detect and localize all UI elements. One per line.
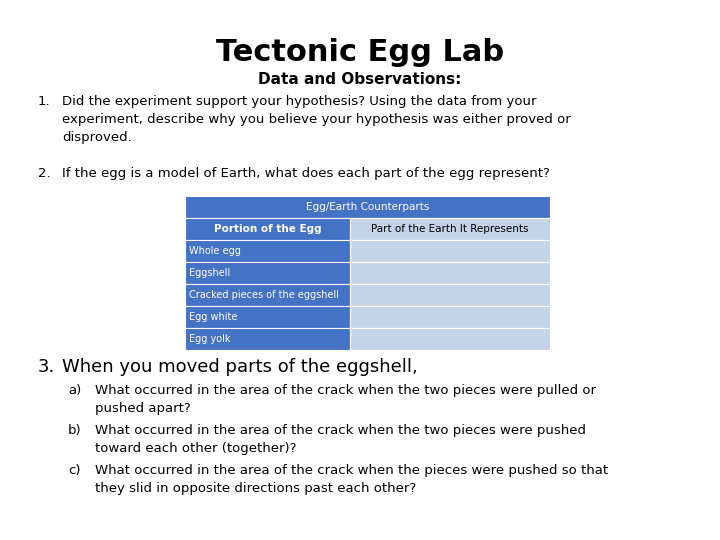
- Text: Egg white: Egg white: [189, 312, 238, 322]
- FancyBboxPatch shape: [350, 262, 550, 284]
- Text: Tectonic Egg Lab: Tectonic Egg Lab: [216, 38, 504, 67]
- Text: c): c): [68, 464, 81, 477]
- FancyBboxPatch shape: [350, 218, 550, 240]
- FancyBboxPatch shape: [185, 262, 350, 284]
- FancyBboxPatch shape: [185, 284, 350, 306]
- Text: Cracked pieces of the eggshell: Cracked pieces of the eggshell: [189, 290, 339, 300]
- FancyBboxPatch shape: [185, 196, 550, 218]
- Text: What occurred in the area of the crack when the two pieces were pushed
toward ea: What occurred in the area of the crack w…: [95, 424, 586, 455]
- Text: Part of the Earth It Represents: Part of the Earth It Represents: [372, 224, 528, 234]
- FancyBboxPatch shape: [350, 306, 550, 328]
- FancyBboxPatch shape: [185, 240, 350, 262]
- Text: Did the experiment support your hypothesis? Using the data from your
experiment,: Did the experiment support your hypothes…: [62, 95, 571, 144]
- Text: 2.: 2.: [38, 167, 50, 180]
- Text: When you moved parts of the eggshell,: When you moved parts of the eggshell,: [62, 358, 418, 376]
- Text: Whole egg: Whole egg: [189, 246, 241, 256]
- Text: Egg/Earth Counterparts: Egg/Earth Counterparts: [306, 202, 429, 212]
- FancyBboxPatch shape: [185, 218, 350, 240]
- Text: a): a): [68, 384, 81, 397]
- Text: Egg yolk: Egg yolk: [189, 334, 230, 344]
- Text: Eggshell: Eggshell: [189, 268, 230, 278]
- FancyBboxPatch shape: [185, 328, 350, 350]
- Text: 3.: 3.: [38, 358, 55, 376]
- Text: If the egg is a model of Earth, what does each part of the egg represent?: If the egg is a model of Earth, what doe…: [62, 167, 550, 180]
- Text: What occurred in the area of the crack when the pieces were pushed so that
they : What occurred in the area of the crack w…: [95, 464, 608, 495]
- Text: b): b): [68, 424, 81, 437]
- FancyBboxPatch shape: [350, 328, 550, 350]
- Text: 1.: 1.: [38, 95, 50, 108]
- Text: Data and Observations:: Data and Observations:: [258, 72, 462, 87]
- FancyBboxPatch shape: [185, 306, 350, 328]
- FancyBboxPatch shape: [350, 240, 550, 262]
- Text: What occurred in the area of the crack when the two pieces were pulled or
pushed: What occurred in the area of the crack w…: [95, 384, 596, 415]
- Text: Portion of the Egg: Portion of the Egg: [214, 224, 321, 234]
- FancyBboxPatch shape: [350, 284, 550, 306]
